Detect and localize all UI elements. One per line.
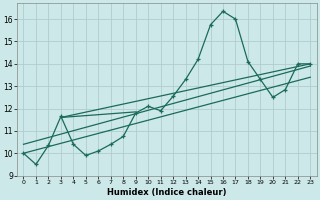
X-axis label: Humidex (Indice chaleur): Humidex (Indice chaleur) [107, 188, 227, 197]
